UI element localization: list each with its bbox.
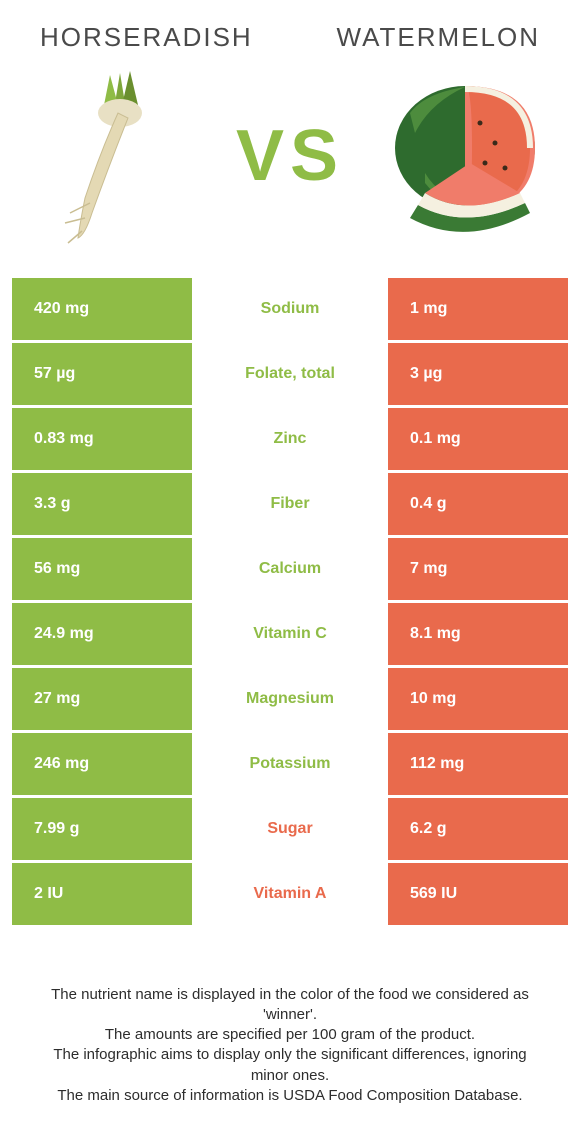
food-title-right: Watermelon [337, 22, 540, 53]
nutrient-table: 420 mgSodium1 mg57 µgFolate, total3 µg0.… [12, 278, 568, 925]
table-row: 27 mgMagnesium10 mg [12, 668, 568, 730]
nutrient-label: Folate, total [192, 343, 388, 405]
nutrient-label: Potassium [192, 733, 388, 795]
value-left: 420 mg [12, 278, 192, 340]
value-left: 56 mg [12, 538, 192, 600]
table-row: 0.83 mgZinc0.1 mg [12, 408, 568, 470]
nutrient-label: Fiber [192, 473, 388, 535]
value-right: 0.4 g [388, 473, 568, 535]
value-left: 3.3 g [12, 473, 192, 535]
value-left: 27 mg [12, 668, 192, 730]
value-left: 24.9 mg [12, 603, 192, 665]
value-right: 569 IU [388, 863, 568, 925]
table-row: 57 µgFolate, total3 µg [12, 343, 568, 405]
nutrient-label: Magnesium [192, 668, 388, 730]
value-right: 8.1 mg [388, 603, 568, 665]
horseradish-image [30, 63, 200, 248]
footer-line: The main source of information is USDA F… [34, 1086, 546, 1106]
value-right: 6.2 g [388, 798, 568, 860]
value-left: 246 mg [12, 733, 192, 795]
table-row: 3.3 gFiber0.4 g [12, 473, 568, 535]
table-row: 24.9 mgVitamin C8.1 mg [12, 603, 568, 665]
nutrient-label: Calcium [192, 538, 388, 600]
value-right: 7 mg [388, 538, 568, 600]
table-row: 246 mgPotassium112 mg [12, 733, 568, 795]
nutrient-label: Sugar [192, 798, 388, 860]
watermelon-image [380, 63, 550, 248]
food-title-left: Horseradish [40, 22, 253, 53]
footer-line: The amounts are specified per 100 gram o… [34, 1025, 546, 1045]
value-right: 0.1 mg [388, 408, 568, 470]
footer-line: The nutrient name is displayed in the co… [34, 985, 546, 1026]
value-right: 10 mg [388, 668, 568, 730]
vs-label: VS [236, 115, 344, 197]
table-row: 2 IUVitamin A569 IU [12, 863, 568, 925]
table-row: 56 mgCalcium7 mg [12, 538, 568, 600]
value-left: 57 µg [12, 343, 192, 405]
table-row: 420 mgSodium1 mg [12, 278, 568, 340]
nutrient-label: Vitamin C [192, 603, 388, 665]
value-right: 1 mg [388, 278, 568, 340]
value-right: 3 µg [388, 343, 568, 405]
footer-notes: The nutrient name is displayed in the co… [0, 985, 580, 1107]
value-left: 7.99 g [12, 798, 192, 860]
footer-line: The infographic aims to display only the… [34, 1045, 546, 1086]
value-left: 0.83 mg [12, 408, 192, 470]
hero-row: VS [0, 53, 580, 278]
nutrient-label: Zinc [192, 408, 388, 470]
table-row: 7.99 gSugar6.2 g [12, 798, 568, 860]
nutrient-label: Sodium [192, 278, 388, 340]
nutrient-label: Vitamin A [192, 863, 388, 925]
value-left: 2 IU [12, 863, 192, 925]
value-right: 112 mg [388, 733, 568, 795]
